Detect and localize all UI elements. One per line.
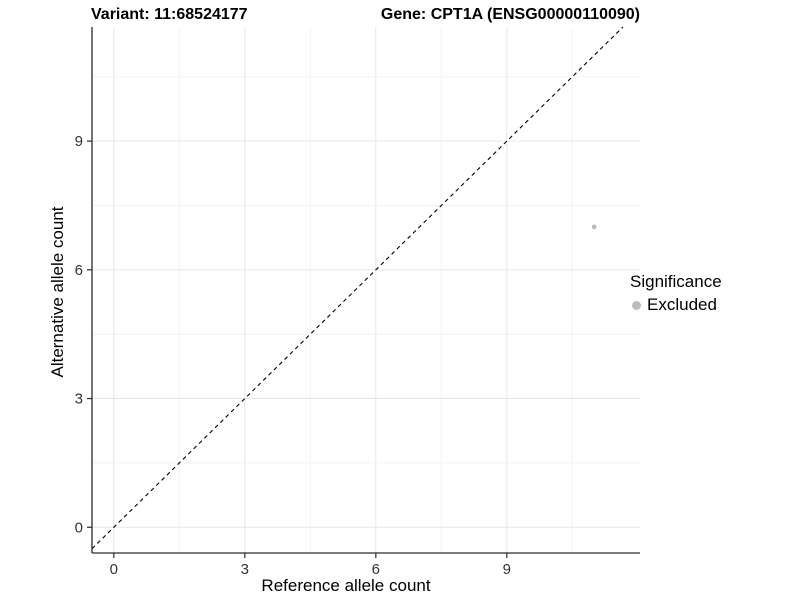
y-axis-label: Alternative allele count: [48, 206, 67, 378]
y-tick-label: 6: [75, 262, 83, 279]
data-point: [591, 224, 597, 230]
x-axis-label: Reference allele count: [261, 576, 431, 595]
plot-title-variant: Variant: 11:68524177: [91, 6, 248, 23]
legend-item-excluded: Excluded: [630, 295, 722, 315]
x-tick-label: 0: [110, 561, 118, 578]
legend-item-label: Excluded: [647, 295, 717, 314]
y-tick-label: 9: [75, 133, 83, 150]
legend: Significance Excluded: [630, 272, 722, 315]
y-tick-label: 0: [75, 519, 83, 536]
y-tick-label: 3: [75, 391, 83, 408]
plot-panel: [92, 27, 640, 553]
x-tick-label: 6: [372, 561, 380, 578]
plot-title-gene: Gene: CPT1A (ENSG00000110090): [380, 6, 640, 23]
legend-point-icon: [632, 300, 641, 310]
x-tick-label: 3: [241, 561, 249, 578]
x-tick-label: 9: [503, 561, 511, 578]
legend-title: Significance: [630, 272, 722, 291]
